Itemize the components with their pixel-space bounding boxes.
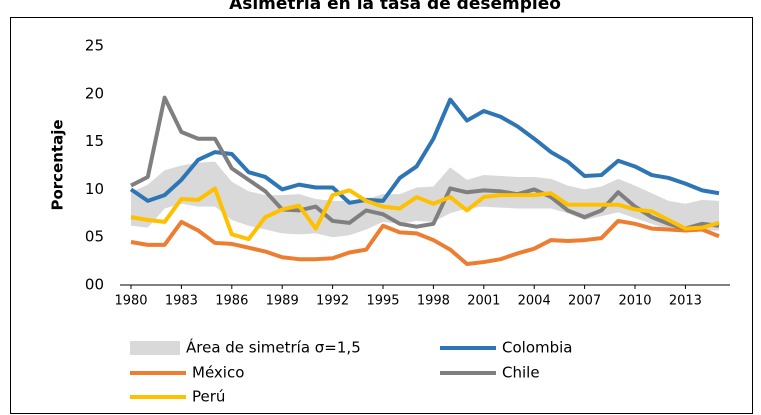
x-tick-label: 2013 [669,294,702,309]
x-tick-label: 1995 [366,294,399,309]
y-tick-label: 10 [85,180,104,198]
y-tick-label: 20 [85,84,104,102]
legend-label: Colombia [502,339,573,357]
x-tick-label: 1998 [417,294,450,309]
x-tick-label: 1983 [165,294,198,309]
x-tick-label: 1989 [266,294,299,309]
series-line [129,97,720,205]
chart-frame [10,17,753,414]
series-line [130,186,720,242]
x-tick-label: 2007 [568,294,601,309]
y-tick-label: 05 [85,228,104,246]
y-tick-label: 15 [85,132,104,150]
x-tick-label: 2004 [518,294,551,309]
legend-swatch [130,341,180,355]
x-tick-label: 2001 [467,294,500,309]
legend-label: Chile [502,364,540,382]
y-tick-label: 25 [85,37,104,55]
chart-title: Asimetría en la tasa de desempleo [229,0,561,14]
legend-label: México [192,364,244,382]
series-line [130,218,720,266]
y-tick-label: 00 [85,276,104,294]
x-tick-label: 1986 [215,294,248,309]
x-tick-label: 1992 [316,294,349,309]
x-tick-label: 1980 [114,294,147,309]
x-tick-label: 2010 [618,294,651,309]
series-line [130,95,720,231]
legend-label: Perú [192,388,225,406]
legend-label: Área de simetría σ=1,5 [186,338,361,357]
y-axis-label: Porcentaje [49,119,67,210]
